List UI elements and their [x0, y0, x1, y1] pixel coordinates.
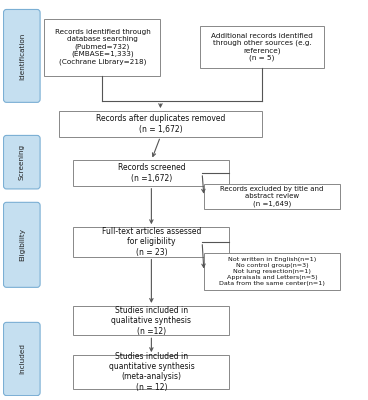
Text: Screening: Screening — [19, 144, 25, 180]
FancyBboxPatch shape — [4, 10, 40, 102]
Text: Included: Included — [19, 344, 25, 374]
FancyBboxPatch shape — [74, 355, 229, 388]
Text: Records screened
(n =1,672): Records screened (n =1,672) — [117, 163, 185, 183]
Text: Additional records identified
through other sources (e.g.
reference)
(n = 5): Additional records identified through ot… — [211, 33, 313, 61]
Text: Records after duplicates removed
(n = 1,672): Records after duplicates removed (n = 1,… — [96, 114, 225, 134]
FancyBboxPatch shape — [204, 253, 340, 290]
FancyBboxPatch shape — [204, 184, 340, 210]
FancyBboxPatch shape — [4, 136, 40, 189]
Text: Not written in English(n=1)
No control group(n=3)
Not lung resection(n=1)
Apprai: Not written in English(n=1) No control g… — [219, 257, 325, 286]
FancyBboxPatch shape — [74, 227, 229, 257]
FancyBboxPatch shape — [4, 202, 40, 287]
Text: Eligibility: Eligibility — [19, 228, 25, 261]
Text: Identification: Identification — [19, 32, 25, 80]
FancyBboxPatch shape — [59, 111, 262, 136]
FancyBboxPatch shape — [45, 18, 160, 76]
FancyBboxPatch shape — [4, 322, 40, 396]
FancyBboxPatch shape — [74, 160, 229, 186]
Text: Studies included in
qualitative synthesis
(n =12): Studies included in qualitative synthesi… — [112, 306, 191, 336]
Text: Records excluded by title and
abstract review
(n =1,649): Records excluded by title and abstract r… — [220, 186, 323, 207]
Text: Studies included in
quantitative synthesis
(meta-analysis)
(n = 12): Studies included in quantitative synthes… — [109, 352, 194, 392]
Text: Full-text articles assessed
for eligibility
(n = 23): Full-text articles assessed for eligibil… — [102, 227, 201, 257]
FancyBboxPatch shape — [74, 306, 229, 335]
Text: Records identified through
database searching
(Pubmed=732)
(EMBASE=1,333)
(Cochr: Records identified through database sear… — [54, 29, 150, 65]
FancyBboxPatch shape — [200, 26, 323, 68]
